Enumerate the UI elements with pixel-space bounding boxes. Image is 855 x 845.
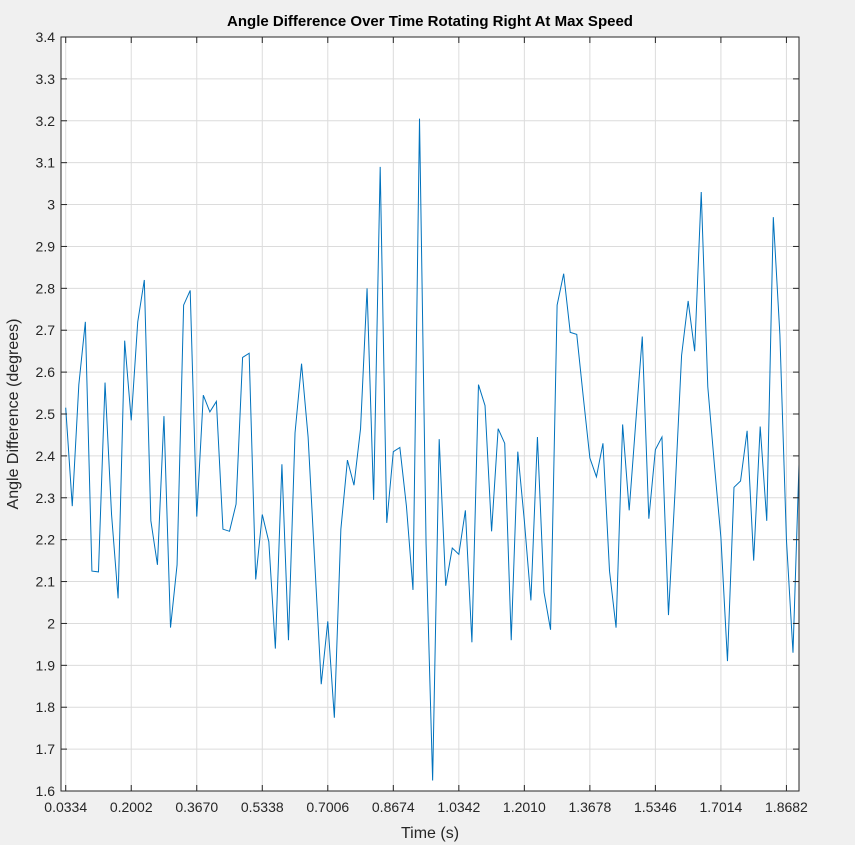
y-tick-label: 2.8 <box>36 280 56 296</box>
y-axis-label: Angle Difference (degrees) <box>5 319 22 510</box>
x-tick-label: 1.5346 <box>634 799 677 815</box>
x-tick-label: 1.3678 <box>568 799 611 815</box>
y-tick-label: 2.3 <box>36 490 56 506</box>
chart-title: Angle Difference Over Time Rotating Righ… <box>227 13 633 30</box>
y-tick-label: 1.8 <box>36 699 56 715</box>
x-tick-label: 1.7014 <box>699 799 742 815</box>
y-tick-label: 1.7 <box>36 741 56 757</box>
x-tick-label: 1.2010 <box>503 799 546 815</box>
x-tick-label: 1.0342 <box>437 799 480 815</box>
x-tick-label: 0.8674 <box>372 799 415 815</box>
x-tick-label: 0.3670 <box>175 799 218 815</box>
y-tick-label: 2.6 <box>36 364 56 380</box>
data-series-line <box>65 118 800 781</box>
y-tick-label: 1.9 <box>36 657 56 673</box>
y-tick-label: 2.5 <box>36 406 56 422</box>
y-tick-label: 3.4 <box>36 29 56 45</box>
x-tick-label: 0.0334 <box>44 799 87 815</box>
x-tick-label: 0.5338 <box>241 799 284 815</box>
grid <box>61 36 799 792</box>
y-tick-label: 3.2 <box>36 113 56 129</box>
y-tick-label: 2 <box>47 615 55 631</box>
x-axis: 0.0334 0.2002 0.3670 0.5338 0.7006 0.8674 1.03… <box>44 37 808 815</box>
y-tick-label: 3 <box>47 197 55 213</box>
y-tick-label: 2.7 <box>36 322 56 338</box>
y-tick-label: 3.1 <box>36 155 56 171</box>
x-axis-label: Time (s) <box>401 825 459 842</box>
y-tick-label: 2.2 <box>36 532 56 548</box>
x-tick-label: 1.8682 <box>765 799 808 815</box>
x-tick-label: 0.2002 <box>110 799 153 815</box>
y-axis: 1.6 1.7 1.8 1.9 2 2.1 2.2 2.3 2.4 2.5 2.6 2.7 2.8 2.9… <box>36 29 799 799</box>
y-tick-label: 2.1 <box>36 574 56 590</box>
y-tick-label: 2.9 <box>36 238 56 254</box>
y-tick-label: 1.6 <box>36 783 56 799</box>
y-tick-label: 2.4 <box>36 448 56 464</box>
x-tick-label: 0.7006 <box>306 799 349 815</box>
y-tick-label: 3.3 <box>36 71 56 87</box>
